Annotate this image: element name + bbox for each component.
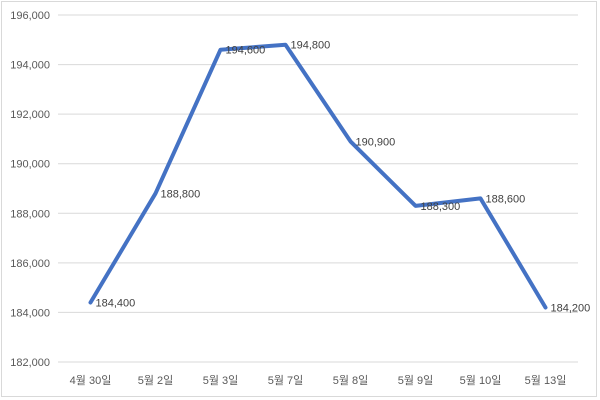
x-tick-label: 5월 10일 (460, 373, 502, 387)
x-tick-label: 5월 13일 (525, 373, 567, 387)
series-layer (88, 42, 548, 310)
y-tick-label: 182,000 (10, 357, 50, 369)
y-tick-label: 184,000 (10, 307, 50, 319)
data-label: 188,800 (161, 188, 201, 200)
data-labels: 184,400 188,800 194,600 194,800 190,900 188,3… (96, 40, 591, 315)
data-label: 184,400 (96, 298, 136, 310)
x-tick-label: 4월 30일 (70, 373, 112, 387)
data-label: 194,800 (291, 40, 331, 52)
y-tick-label: 192,000 (10, 109, 50, 121)
y-tick-label: 190,000 (10, 159, 50, 171)
x-tick-label: 5월 2일 (138, 373, 174, 387)
x-axis-tick-labels: 4월 30일 5월 2일 5월 3일 5월 7일 5월 8일 5월 9일 5월 10일 5월 … (70, 373, 567, 387)
data-label: 194,600 (226, 45, 266, 57)
y-tick-label: 186,000 (10, 258, 50, 270)
x-tick-label: 5월 7일 (268, 373, 304, 387)
y-tick-label: 188,000 (10, 208, 50, 220)
gridlines (58, 14, 578, 363)
y-axis-tick-labels: 182,000 184,000 186,000 188,000 190,000 192,0… (10, 10, 50, 369)
y-tick-label: 194,000 (10, 60, 50, 72)
x-tick-label: 5월 9일 (398, 373, 434, 387)
data-label: 184,200 (551, 302, 591, 314)
x-tick-label: 5월 8일 (333, 373, 369, 387)
x-tick-label: 5월 3일 (203, 373, 239, 387)
data-label: 188,600 (486, 193, 526, 205)
y-tick-label: 196,000 (10, 10, 50, 22)
data-label: 188,300 (421, 201, 461, 213)
series-line (88, 42, 548, 310)
data-label: 190,900 (356, 136, 396, 148)
